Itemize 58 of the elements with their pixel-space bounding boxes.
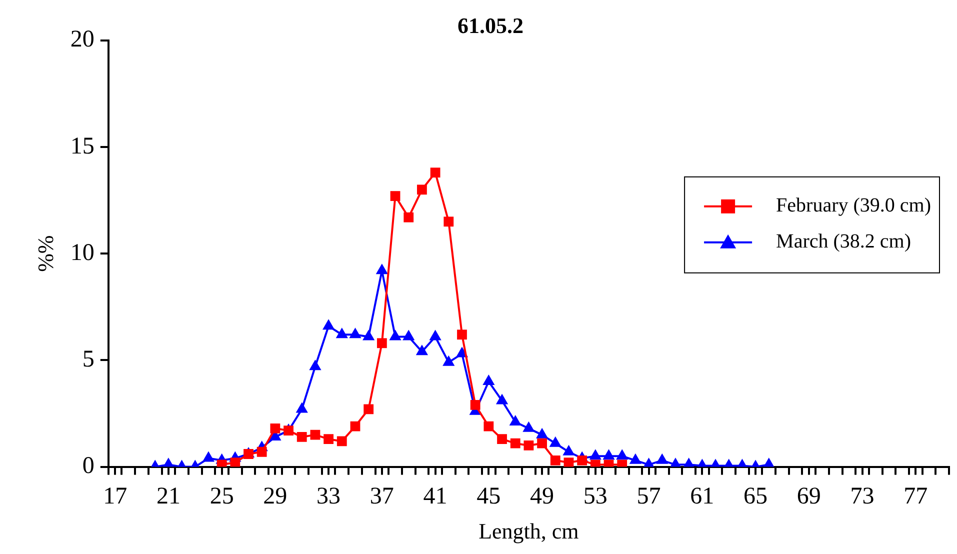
point [309, 360, 322, 370]
x-tick-label: 37 [370, 483, 394, 510]
point [549, 436, 562, 447]
x-tick-label: 25 [210, 483, 234, 510]
point [522, 421, 535, 432]
x-tick-label: 41 [423, 483, 448, 510]
point [656, 453, 668, 464]
x-tick-label: 29 [263, 483, 288, 510]
y-tick-label: 15 [70, 133, 94, 160]
point [376, 264, 388, 274]
x-axis-title: Length, cm [478, 518, 579, 544]
y-tick-label: 5 [82, 346, 94, 372]
point [390, 191, 400, 201]
x-tick-label: 61 [690, 483, 714, 510]
point [509, 415, 522, 426]
y-axis-title: %% [32, 235, 58, 272]
point [444, 216, 454, 227]
point [336, 328, 348, 338]
x-tick-label: 73 [850, 483, 874, 510]
x-tick-label: 45 [476, 483, 501, 510]
point [322, 319, 335, 330]
point [202, 451, 215, 462]
x-tick-label: 53 [583, 483, 608, 510]
x-tick-label: 33 [316, 483, 341, 510]
x-tick-label: 49 [530, 483, 554, 510]
legend-label: February (39.0 cm) [776, 194, 931, 217]
point [430, 168, 440, 178]
x-tick-label: 65 [744, 483, 768, 510]
point [429, 330, 442, 340]
y-tick-label: 10 [70, 240, 94, 266]
point [389, 330, 402, 340]
y-tick-label: 20 [70, 26, 94, 53]
point [442, 355, 455, 366]
x-tick-label: 17 [103, 483, 128, 510]
point [496, 394, 508, 404]
point [602, 449, 615, 460]
point [562, 444, 575, 456]
point [362, 330, 375, 340]
point [482, 374, 495, 386]
point [404, 212, 414, 222]
point [589, 449, 602, 460]
point [536, 428, 548, 438]
point [296, 402, 308, 413]
point [616, 449, 628, 460]
point [402, 330, 415, 340]
y-tick-label: 0 [82, 453, 94, 480]
point [629, 453, 642, 464]
x-tick-label: 69 [796, 483, 821, 510]
x-tick-label: 21 [156, 483, 180, 510]
point [457, 330, 467, 340]
point [376, 338, 387, 348]
legend-label: March (38.2 cm) [776, 230, 911, 253]
chart-title: 61.05.2 [458, 12, 524, 38]
x-tick-label: 77 [904, 483, 928, 510]
x-tick-label: 57 [636, 483, 661, 510]
point [417, 184, 427, 195]
point [349, 328, 362, 338]
point [416, 344, 428, 356]
